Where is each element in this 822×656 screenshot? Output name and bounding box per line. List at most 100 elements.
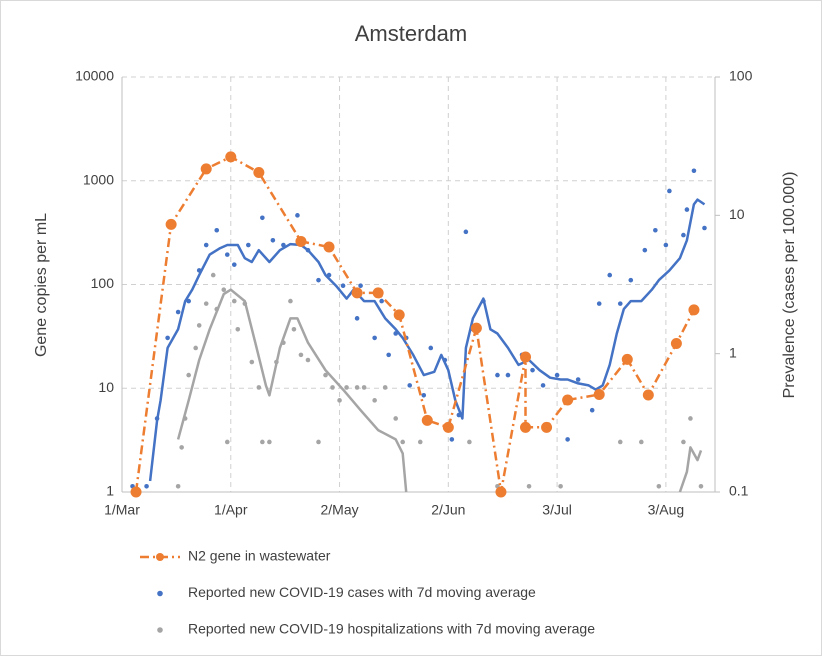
data-point xyxy=(681,439,686,445)
data-point xyxy=(154,416,160,421)
data-point xyxy=(144,483,149,489)
data-point xyxy=(270,237,276,243)
data-point xyxy=(246,242,251,248)
data-point xyxy=(495,486,507,498)
data-point xyxy=(656,483,662,489)
data-point xyxy=(214,227,220,233)
data-point xyxy=(274,359,279,365)
legend-marker xyxy=(157,627,163,633)
y-tick-label: 10000 xyxy=(75,68,114,84)
data-point xyxy=(393,331,398,336)
data-point xyxy=(691,168,697,174)
y-tick-label: 1 xyxy=(106,483,114,499)
data-point xyxy=(442,357,448,363)
x-tick-label: 1/Mar xyxy=(104,502,140,518)
y2-axis-label: Prevalence (cases per 100.000) xyxy=(781,172,798,399)
data-point xyxy=(214,306,220,312)
data-point xyxy=(295,213,300,218)
data-point xyxy=(386,352,391,358)
data-point xyxy=(593,389,605,401)
data-point xyxy=(235,327,241,332)
data-point xyxy=(295,235,307,247)
data-point xyxy=(182,416,188,421)
data-point xyxy=(298,352,304,358)
data-point xyxy=(562,394,574,406)
data-point xyxy=(642,389,654,401)
data-point xyxy=(520,421,532,433)
data-point xyxy=(372,398,377,403)
y2-tick-label: 100 xyxy=(729,68,753,84)
y-tick-label: 1000 xyxy=(83,171,114,187)
data-point xyxy=(684,207,690,212)
data-point xyxy=(260,215,265,221)
data-point xyxy=(382,385,388,390)
data-point xyxy=(449,437,455,442)
data-point xyxy=(407,383,413,388)
data-point xyxy=(256,385,262,390)
data-point xyxy=(393,416,398,421)
data-point xyxy=(224,439,230,445)
data-point xyxy=(596,301,602,306)
data-point xyxy=(175,483,181,489)
data-point xyxy=(249,359,255,365)
data-point xyxy=(702,225,707,231)
y2-tick-label: 1 xyxy=(729,344,737,360)
data-point xyxy=(186,372,191,378)
data-point xyxy=(505,372,511,378)
data-point xyxy=(193,345,198,351)
data-point xyxy=(267,439,272,445)
data-point xyxy=(326,272,332,278)
data-point xyxy=(554,372,560,378)
data-point xyxy=(575,377,581,382)
data-point xyxy=(607,272,613,278)
data-point xyxy=(421,393,427,398)
data-point xyxy=(305,247,311,253)
legend-label: Reported new COVID-19 hospitalizations w… xyxy=(188,621,595,637)
legend-marker xyxy=(156,553,164,561)
data-point xyxy=(642,247,648,253)
data-point xyxy=(470,322,482,334)
data-point xyxy=(393,309,405,321)
data-point xyxy=(621,353,633,365)
data-point xyxy=(639,439,644,445)
x-tick-label: 3/Jul xyxy=(542,502,572,518)
data-point xyxy=(617,301,623,306)
legend-marker xyxy=(157,590,163,597)
data-point xyxy=(481,298,486,304)
data-point xyxy=(316,277,321,283)
data-point xyxy=(558,483,563,489)
data-point xyxy=(400,439,406,445)
data-point xyxy=(221,287,227,293)
data-point xyxy=(417,439,423,445)
data-point xyxy=(186,298,191,304)
data-point xyxy=(231,298,237,304)
data-point xyxy=(291,327,297,332)
legend-label: Reported new COVID-19 cases with 7d movi… xyxy=(188,584,536,600)
data-point xyxy=(421,414,433,426)
data-point xyxy=(288,298,293,304)
data-point xyxy=(540,383,546,388)
data-point xyxy=(589,407,595,413)
data-point xyxy=(698,483,704,489)
series-line xyxy=(176,288,703,493)
x-tick-label: 1/Apr xyxy=(214,502,248,518)
data-point xyxy=(653,227,658,233)
data-point xyxy=(242,301,248,306)
data-point xyxy=(340,283,346,288)
x-tick-label: 2/May xyxy=(320,502,358,518)
data-point xyxy=(428,345,434,351)
data-point xyxy=(196,268,202,273)
y2-tick-label: 0.1 xyxy=(729,483,749,499)
y2-tick-label: 10 xyxy=(729,206,745,222)
data-point xyxy=(225,151,237,163)
legend-label: N2 gene in wastewater xyxy=(188,548,331,564)
data-point xyxy=(323,241,335,253)
data-point xyxy=(372,287,384,299)
data-point xyxy=(175,309,181,315)
data-point xyxy=(442,421,454,433)
data-point xyxy=(203,242,209,248)
data-point xyxy=(305,357,311,363)
data-point xyxy=(224,252,230,257)
